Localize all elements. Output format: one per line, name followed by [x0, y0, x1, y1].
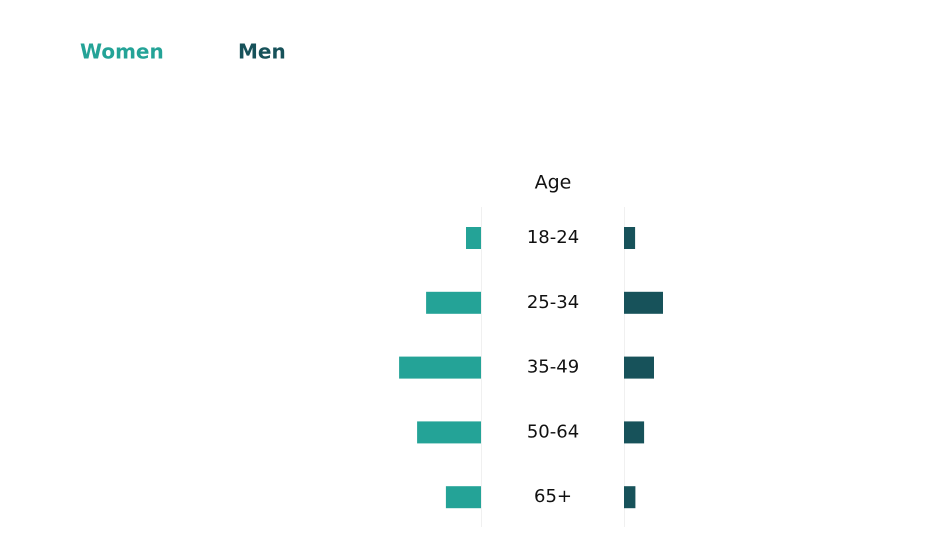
category-label: 35-49 [527, 357, 579, 378]
category-label: 18-24 [527, 227, 579, 248]
bar [624, 486, 636, 509]
legend-label: Women [80, 40, 164, 64]
category-label: 25-34 [527, 292, 579, 313]
bar [417, 421, 481, 444]
category-label: 50-64 [527, 421, 579, 442]
bar [624, 421, 645, 444]
bar [399, 356, 481, 379]
axis-title: Age [535, 172, 572, 194]
bar [624, 356, 654, 379]
bar [624, 227, 636, 249]
legend-label: Men [238, 40, 286, 64]
bar [445, 486, 481, 509]
bar [624, 291, 663, 314]
category-label: 65+ [534, 486, 572, 507]
bar [426, 291, 481, 314]
bar [466, 227, 481, 249]
